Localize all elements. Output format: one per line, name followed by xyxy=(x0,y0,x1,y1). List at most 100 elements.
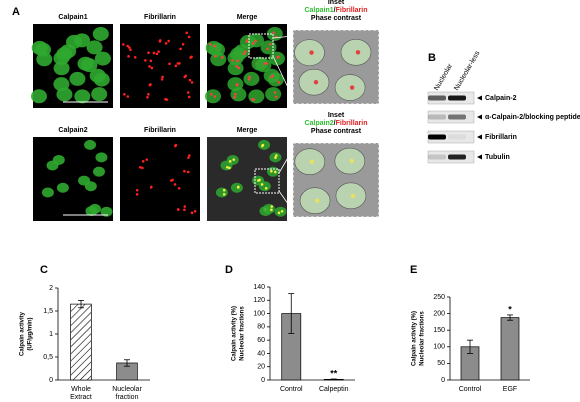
nucleolus xyxy=(251,42,255,45)
nucleolus xyxy=(242,52,246,56)
nucleolus xyxy=(183,169,186,173)
y-tick-label: 100 xyxy=(253,310,265,317)
cell xyxy=(52,154,65,165)
panel-label: C xyxy=(40,264,48,276)
nucleolus xyxy=(165,98,169,101)
bar xyxy=(70,303,92,381)
x-tick-label: Control xyxy=(459,386,482,393)
channel-label: Merge xyxy=(237,14,258,21)
inset-arrow xyxy=(278,148,294,174)
nucleolus xyxy=(152,51,156,55)
cell xyxy=(31,89,48,104)
inset-box xyxy=(248,33,274,59)
nucleolus xyxy=(228,160,232,163)
nucleolus xyxy=(147,51,150,55)
nucleolus xyxy=(160,78,164,81)
nucleolus xyxy=(309,50,314,55)
nucleolus xyxy=(146,95,149,99)
cell xyxy=(262,203,275,214)
nucleolus xyxy=(164,42,168,45)
nucleolus xyxy=(235,83,239,87)
nucleolus xyxy=(193,210,197,213)
nucleolus xyxy=(145,158,149,161)
y-tick-label: 0 xyxy=(441,377,445,384)
inset-title: Inset xyxy=(328,0,345,6)
nucleolus xyxy=(213,44,216,48)
cell xyxy=(94,51,111,66)
y-axis-label: Nucleolar fractions xyxy=(240,306,246,361)
nucleolus xyxy=(213,95,217,98)
blot-band xyxy=(448,114,466,120)
nucleolus xyxy=(272,31,276,35)
panel-label: E xyxy=(410,264,417,276)
nucleolus xyxy=(236,186,240,189)
band-label: Fibrillarin xyxy=(485,134,517,141)
x-tick-label: Calpeptin xyxy=(319,386,349,393)
nucleolus xyxy=(349,85,355,90)
nucleolus xyxy=(236,59,240,63)
y-tick-label: 100 xyxy=(433,344,445,351)
y-tick-label: 0,5 xyxy=(43,354,53,361)
blot-band xyxy=(428,154,446,160)
nucleolus xyxy=(235,65,238,68)
nucleolus xyxy=(150,66,154,70)
nucleolus xyxy=(148,83,152,87)
nucleolus xyxy=(171,178,174,182)
nucleolus xyxy=(248,75,251,79)
nucleolus xyxy=(270,75,274,79)
inset-arrow xyxy=(278,190,294,212)
nucleolus xyxy=(135,188,139,192)
cell xyxy=(81,58,98,73)
inset-channel: Fibrillarin xyxy=(336,120,368,127)
significance: * xyxy=(508,304,512,314)
panel-label: B xyxy=(428,52,436,64)
nucleolus xyxy=(268,43,272,46)
cell xyxy=(92,166,105,177)
nucleolus xyxy=(260,183,264,186)
nucleolus xyxy=(157,50,160,53)
nucleolus xyxy=(133,56,137,59)
nucleolus xyxy=(178,62,181,65)
nucleolus xyxy=(210,92,213,96)
cell xyxy=(205,40,222,55)
nucleolus xyxy=(270,208,273,212)
nucleolus xyxy=(355,50,361,55)
nucleolus xyxy=(147,93,150,96)
nucleolus xyxy=(141,166,144,170)
y-tick-label: 2 xyxy=(49,285,53,292)
nucleolus xyxy=(234,93,237,96)
y-axis-label: Calpain activity (%) xyxy=(232,306,238,361)
cell xyxy=(89,68,106,83)
panel-label: A xyxy=(12,6,20,18)
y-tick-label: 140 xyxy=(253,284,265,291)
cell xyxy=(248,89,265,104)
nucleolus xyxy=(226,166,229,169)
lane-label: Nucleolar-less xyxy=(453,50,481,92)
nucleolus xyxy=(123,92,126,96)
nucleolus xyxy=(144,59,147,62)
band-arrow xyxy=(477,95,482,101)
nucleolus xyxy=(186,91,190,94)
nucleolus xyxy=(190,211,194,215)
nucleolus xyxy=(233,95,236,99)
nucleolus xyxy=(167,39,170,43)
nucleolus xyxy=(174,64,178,68)
y-tick-label: 80 xyxy=(257,324,265,331)
nucleolus xyxy=(275,154,278,157)
micrograph xyxy=(33,137,113,221)
inset-channel: Calpain1 xyxy=(304,7,333,14)
nucleolus xyxy=(183,205,187,208)
inset-channel: Calpain2 xyxy=(304,120,333,127)
nucleolus xyxy=(264,186,268,190)
nucleolus xyxy=(127,55,130,58)
cell xyxy=(88,203,101,214)
cell xyxy=(243,71,260,86)
y-tick-label: 0 xyxy=(49,377,53,384)
nucleolus xyxy=(214,55,217,58)
nucleolus xyxy=(161,75,164,79)
nucleolus xyxy=(350,193,356,199)
cell xyxy=(230,182,243,193)
channel-label: Calpain2 xyxy=(58,127,87,134)
nucleolus xyxy=(135,193,139,196)
